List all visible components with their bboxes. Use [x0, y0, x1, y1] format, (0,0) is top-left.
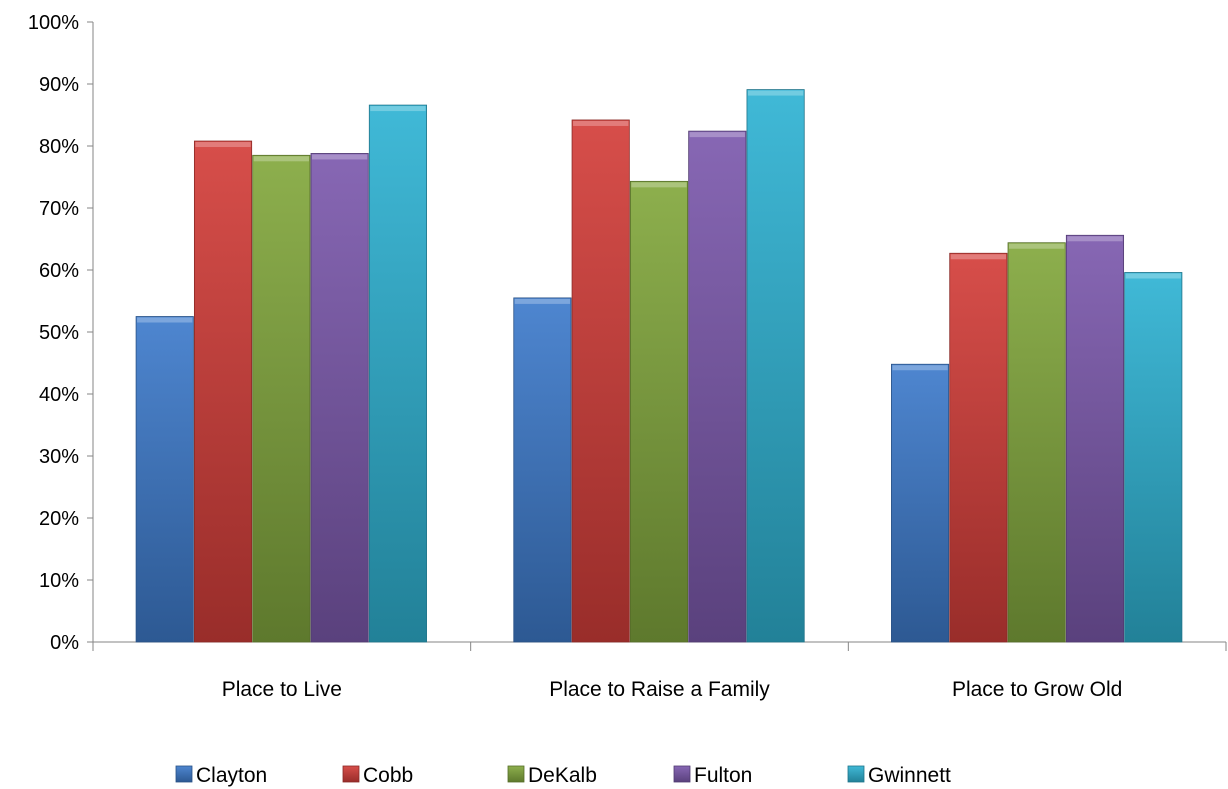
legend-label: DeKalb [528, 764, 597, 787]
bar-clayton-3 [891, 363, 950, 643]
bar-clayton-2 [513, 297, 572, 643]
y-tick-label: 30% [39, 446, 79, 468]
bar-top-bevel [573, 120, 629, 126]
bar-top-bevel [311, 154, 368, 160]
bar-gwinnett-3 [1124, 272, 1183, 643]
x-axis: Place to Live Place to Raise a Family Plac… [92, 641, 1227, 701]
legend-label: Gwinnett [868, 764, 951, 787]
bar-top-bevel [689, 132, 745, 138]
y-tick-label: 40% [39, 384, 79, 406]
legend-label: Cobb [363, 764, 413, 787]
y-tick-label: 80% [39, 136, 79, 158]
legend-swatch [673, 765, 691, 783]
bar-fulton-2 [688, 130, 747, 643]
bar-top-bevel [253, 156, 309, 162]
bar-clayton-1 [135, 316, 194, 643]
legend-swatch [175, 765, 193, 783]
legend-item-fulton: Fulton [673, 764, 752, 787]
y-axis: 0% 10% 20% 30% 40% 50% 60% 70% 80% 90% 100% [28, 12, 94, 654]
bar-gwinnett-1 [368, 104, 427, 643]
legend-swatch [847, 765, 865, 783]
bar-top-bevel [950, 254, 1007, 260]
y-tick-label: 50% [39, 322, 79, 344]
legend-item-cobb: Cobb [342, 764, 413, 787]
bar-gwinnett-2 [746, 89, 805, 643]
x-tick-label: Place to Raise a Family [549, 678, 770, 701]
bar-cobb-2 [571, 119, 630, 643]
legend-item-clayton: Clayton [175, 764, 267, 787]
bar-top-bevel [514, 298, 571, 304]
x-tick-label: Place to Grow Old [952, 678, 1122, 701]
bar-top-bevel [1067, 236, 1123, 242]
legend-label: Fulton [694, 764, 752, 787]
bar-dekalb-1 [252, 154, 311, 643]
legend-item-dekalb: DeKalb [507, 764, 597, 787]
bar-top-bevel [892, 365, 948, 371]
bars [135, 89, 1183, 643]
y-tick-label: 60% [39, 260, 79, 282]
bar-top-bevel [1009, 243, 1065, 249]
legend-swatch [507, 765, 525, 783]
legend-label: Clayton [196, 764, 267, 787]
bar-top-bevel [1125, 273, 1181, 279]
bar-top-bevel [747, 90, 804, 96]
y-tick-label: 0% [50, 632, 79, 654]
bar-dekalb-3 [1007, 242, 1066, 643]
bar-top-bevel [370, 106, 426, 112]
bar-fulton-3 [1065, 234, 1125, 643]
bar-dekalb-2 [629, 180, 689, 643]
y-tick-label: 10% [39, 570, 79, 592]
bar-fulton-1 [310, 153, 369, 643]
bar-top-bevel [195, 142, 251, 148]
legend-item-gwinnett: Gwinnett [847, 764, 951, 787]
legend-swatch [342, 765, 360, 783]
bar-top-bevel [631, 182, 687, 188]
y-tick-label: 90% [39, 74, 79, 96]
y-tick-label: 20% [39, 508, 79, 530]
bar-top-bevel [137, 317, 193, 323]
x-tick-label: Place to Live [222, 678, 342, 701]
legend: Clayton Cobb DeKalb Fulton Gwinnett [175, 764, 951, 787]
y-tick-label: 70% [39, 198, 79, 220]
bar-cobb-1 [193, 140, 253, 643]
y-tick-label: 100% [28, 12, 79, 34]
bar-cobb-3 [949, 252, 1008, 643]
